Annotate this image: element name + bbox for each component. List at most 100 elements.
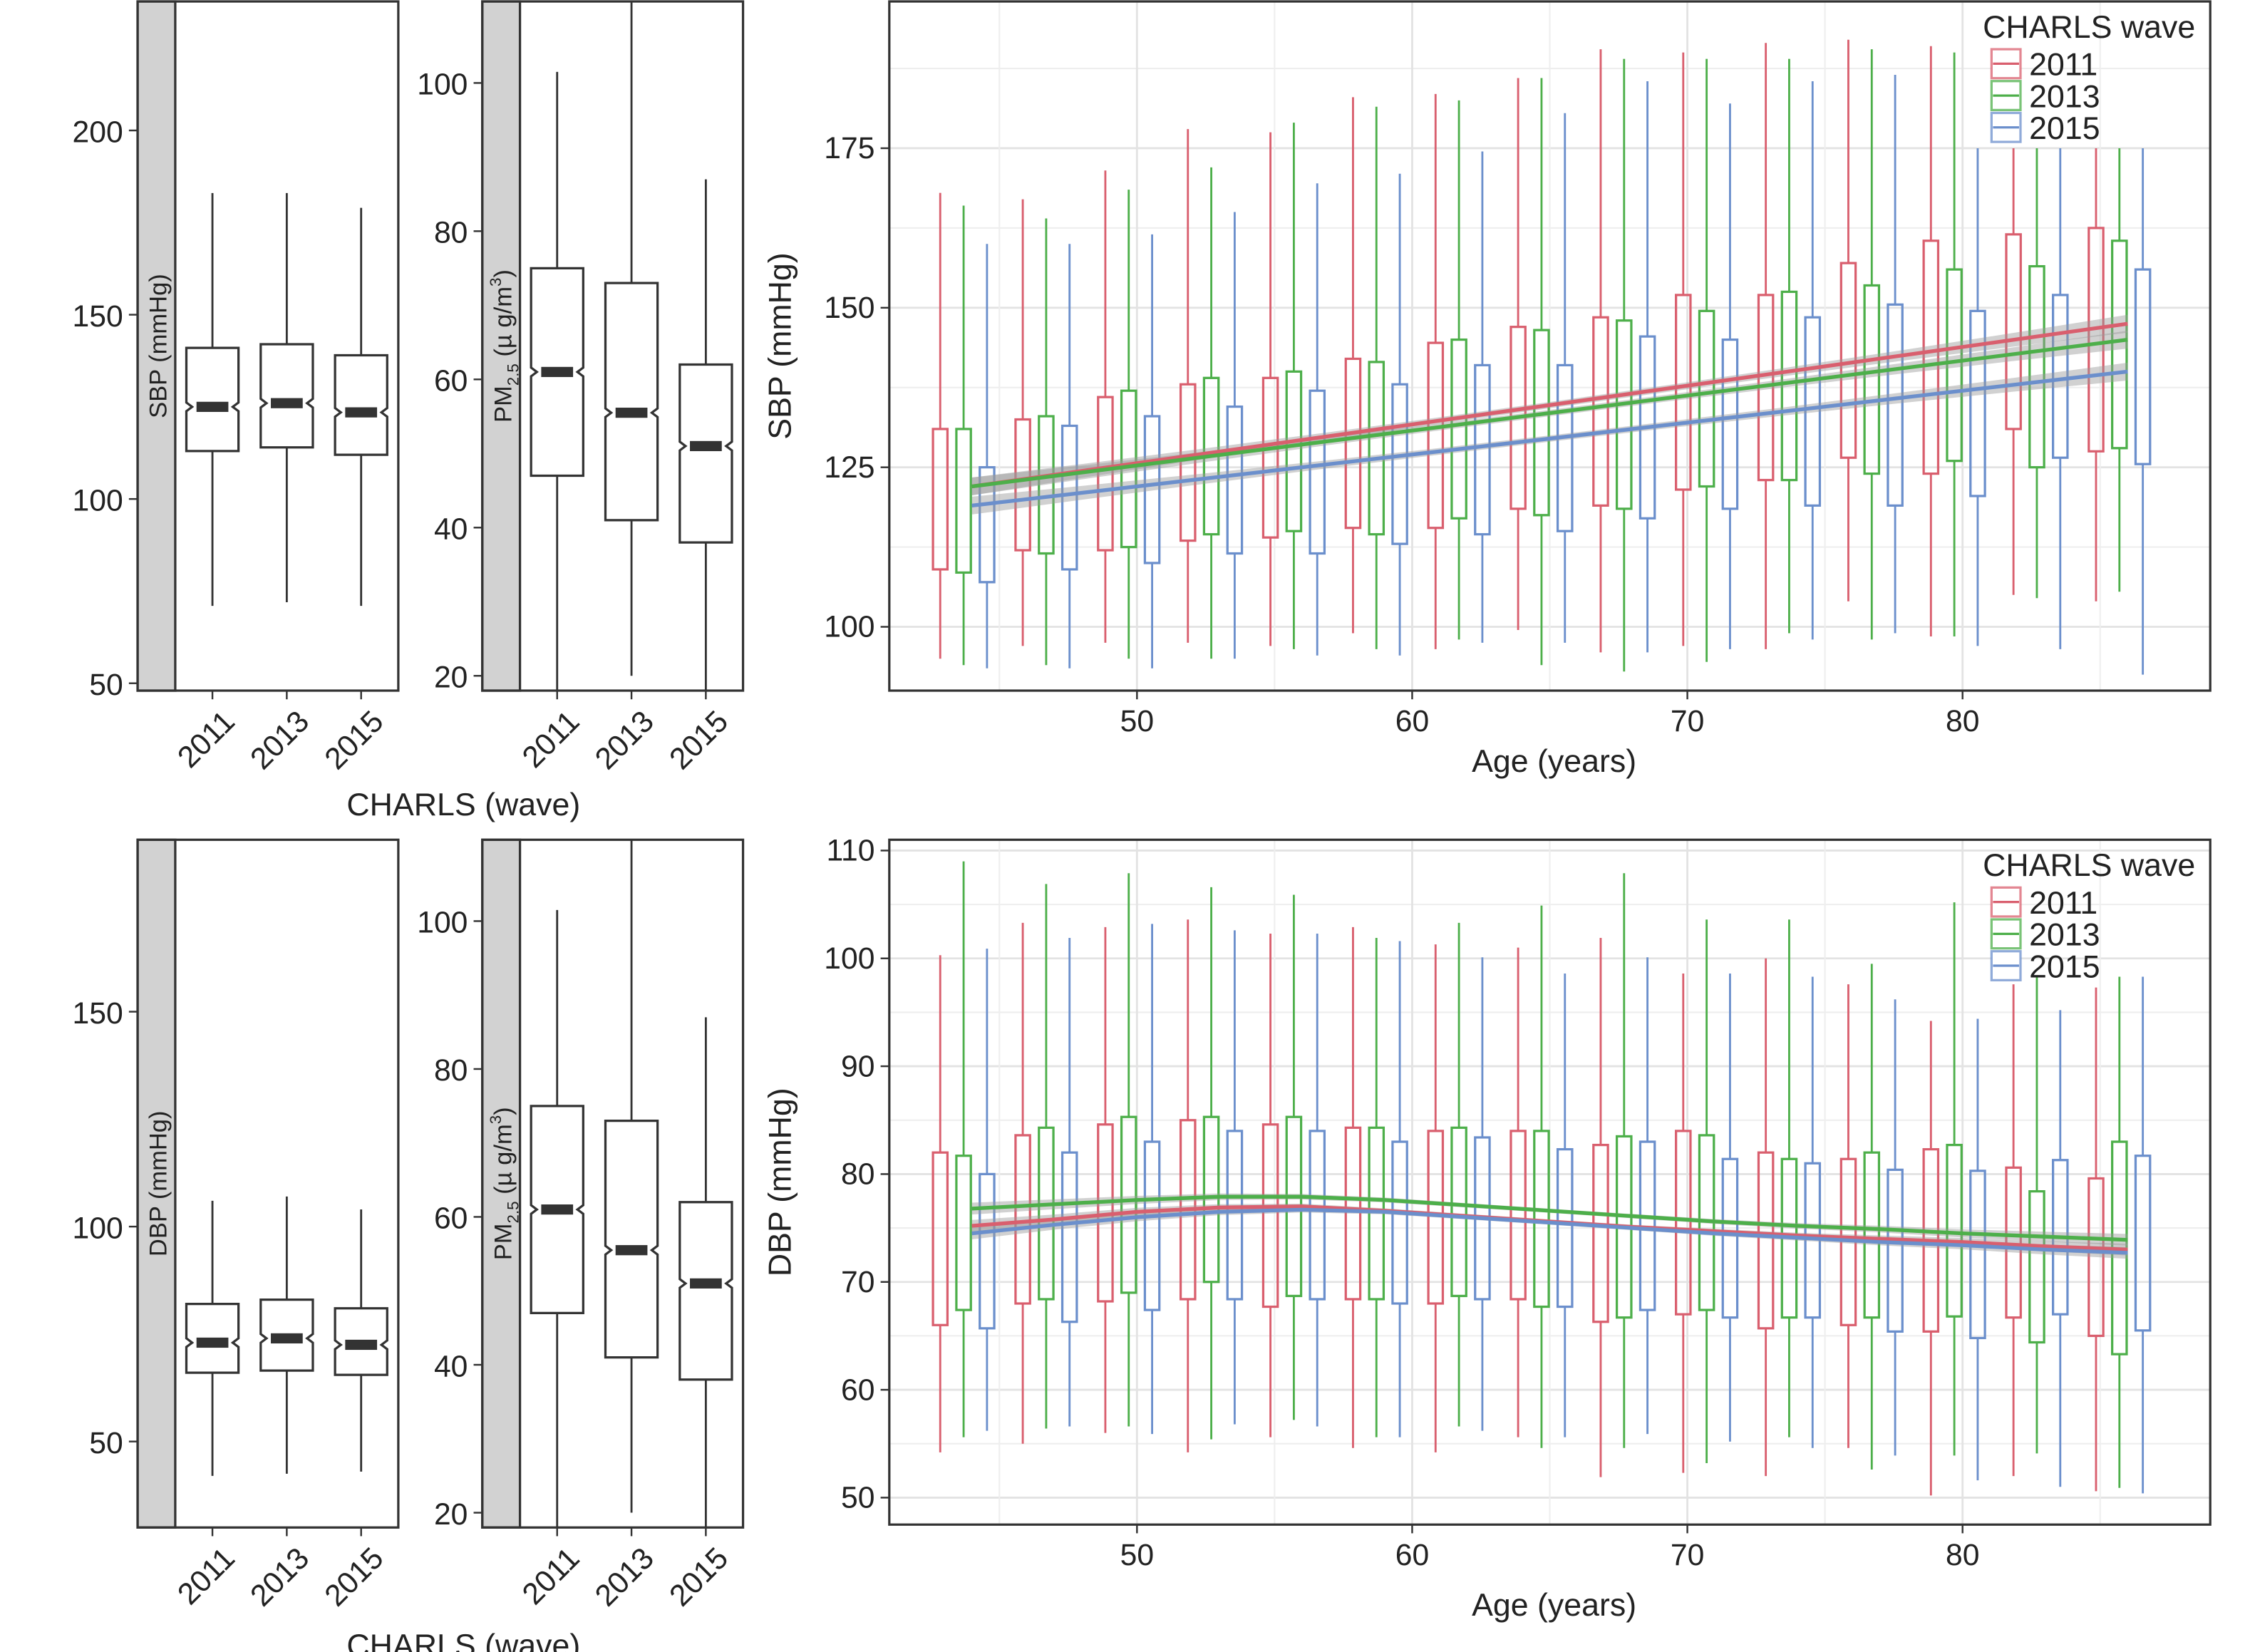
x-tick-label: 2015 [318, 704, 390, 776]
notched-box [334, 353, 388, 456]
x-tick-label: 80 [1946, 1538, 1979, 1572]
y-tick-label: 175 [824, 131, 874, 165]
box [979, 1172, 996, 1330]
notched-box [259, 343, 314, 449]
median-bar [690, 440, 722, 452]
box [1922, 239, 1940, 475]
y-tick-label: 150 [73, 996, 123, 1031]
box [1285, 370, 1303, 532]
y-axis-title-sub: 2.5 [505, 363, 522, 386]
x-tick-label: 70 [1671, 704, 1704, 738]
box [931, 428, 949, 571]
y-tick-label: 80 [434, 216, 468, 250]
box [1427, 341, 1445, 530]
box [1946, 268, 1963, 463]
boxplot-2015 [678, 179, 733, 691]
box [1038, 1126, 1055, 1301]
y-tick-label: 40 [434, 512, 468, 547]
legend-key-2011: 2011 [1990, 48, 2097, 83]
fit-line-2015 [971, 369, 2128, 508]
boxplot-2011 [185, 192, 240, 606]
x-tick-label: 2015 [663, 704, 735, 776]
legend-key-2013: 2013 [1990, 918, 2100, 953]
median-bar [690, 1278, 722, 1289]
x-tick-label: 2011 [171, 704, 242, 775]
x-tick-label: 2013 [589, 704, 661, 776]
plot-area [138, 840, 398, 1528]
box [2134, 1155, 2152, 1332]
series-2011-boxes [931, 39, 2105, 659]
y-tick-label: 60 [434, 364, 468, 398]
box [2087, 1177, 2105, 1338]
boxplot-2011 [185, 1200, 240, 1476]
legend-label: 2013 [2029, 918, 2100, 953]
y-tick-label: 100 [73, 483, 123, 517]
panel-frame [136, 0, 400, 692]
legend-label: 2015 [2029, 111, 2100, 146]
box [1060, 424, 1078, 571]
box [1097, 396, 1114, 552]
x-tick-label: 2015 [663, 1541, 735, 1613]
box [1887, 1168, 1904, 1333]
x-axis-title-bottom-left: CHARLS (wave) [346, 1628, 580, 1652]
box [1060, 1151, 1078, 1323]
x-tick-label: 80 [1946, 704, 1979, 738]
y-axis-title: SBP (mmHg) [145, 274, 172, 418]
median-bar [615, 408, 648, 418]
y-tick-label: 100 [824, 610, 874, 644]
legend-title: CHARLS wave [1983, 10, 2195, 45]
panel-frame [136, 838, 400, 1529]
boxplot-2013 [604, 840, 659, 1513]
box [1450, 338, 1467, 520]
box [1863, 1151, 1881, 1319]
legend-label: 2011 [2029, 886, 2097, 921]
y-tick-label: 80 [434, 1053, 468, 1088]
y-axis-title: PM2.5 (µ g/m3) [487, 1107, 522, 1260]
y-tick-label: 20 [434, 661, 468, 695]
box [1556, 363, 1574, 532]
y-axis-title-unit: (µ g/m [490, 1124, 517, 1201]
box [1698, 309, 1715, 488]
box [1368, 361, 1385, 536]
series-2015-boxes [979, 924, 2152, 1494]
box [1226, 405, 1244, 555]
box [2005, 233, 2022, 430]
panel-frame [888, 0, 2212, 692]
legend-label: 2015 [2029, 949, 2100, 984]
box [1804, 316, 1822, 507]
box [1474, 363, 1491, 536]
y-tick-label: 90 [841, 1049, 874, 1083]
x-tick-label: 2015 [318, 1541, 390, 1613]
legend-key-2013: 2013 [1990, 79, 2100, 114]
x-axis-title-bottom-right: Age (years) [1472, 1588, 1636, 1623]
median-bar [541, 1204, 574, 1215]
box [1757, 1151, 1775, 1330]
y-axis-title: SBP (mmHg) [763, 252, 798, 439]
panel-frame [888, 838, 2212, 1526]
box [979, 466, 996, 584]
box [1038, 415, 1055, 555]
box [1309, 1130, 1326, 1301]
legend-title: CHARLS wave [1983, 848, 2195, 883]
box [1344, 357, 1362, 530]
y-axis-title-main: PM [490, 386, 517, 423]
x-axis-title-top-left: CHARLS (wave) [346, 788, 580, 822]
y-axis-title-sub: 2.5 [505, 1201, 522, 1223]
x-tick-label: 50 [1120, 1538, 1154, 1572]
boxplot-2015 [334, 207, 388, 606]
box [1261, 1123, 1279, 1308]
y-tick-label: 100 [417, 906, 468, 940]
sbp-by-wave-panel: SBP (mmHg) 50 100 150 200 2011 2013 2015 [73, 0, 400, 776]
y-tick-label: 50 [89, 1426, 123, 1460]
median-bar [271, 1333, 303, 1344]
x-tick-label: 60 [1395, 704, 1429, 738]
box [1226, 1130, 1244, 1301]
notched-box [678, 363, 733, 544]
y-tick-label: 200 [73, 115, 123, 149]
pm25-by-wave-panel-bottom: PM2.5 (µ g/m3) 20 40 60 80 100 2011 2013 2015 [417, 838, 745, 1613]
y-axis-title-main: PM [490, 1223, 517, 1260]
box [1887, 303, 1904, 507]
y-tick-label: 150 [73, 299, 123, 334]
box [2028, 1189, 2045, 1344]
